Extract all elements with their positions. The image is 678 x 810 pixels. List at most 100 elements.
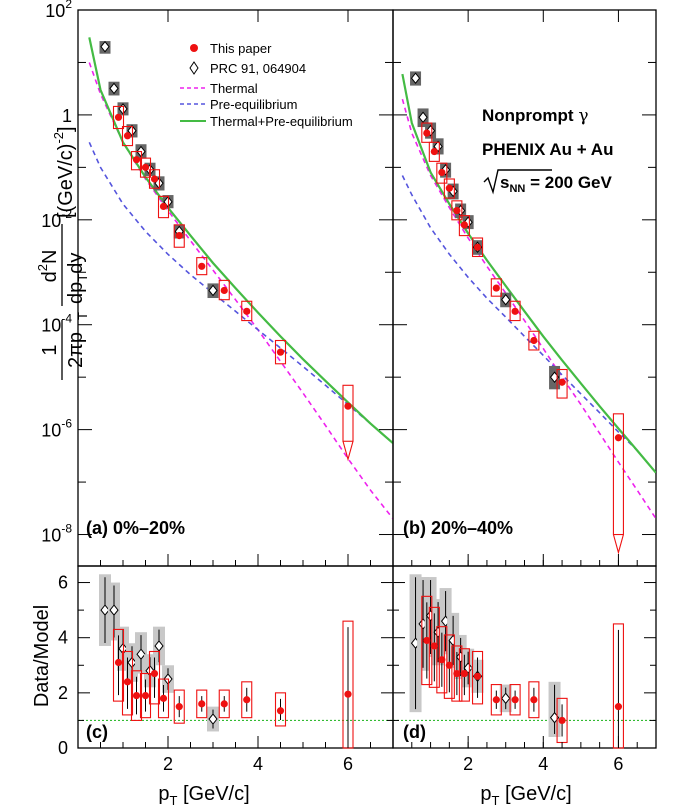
ratio-prc-point-8 — [208, 713, 218, 725]
ratio-tp-point-1 — [123, 678, 132, 686]
tp-box-4 — [148, 169, 161, 189]
ratio-tp-box-3 — [139, 672, 152, 719]
curve-sum — [88, 37, 393, 445]
tp-box-6 — [471, 237, 484, 258]
x-tick-label: 6 — [613, 754, 623, 774]
tp-point-1 — [430, 147, 438, 156]
tp-box-5 — [157, 195, 170, 219]
tp-point-4 — [150, 175, 159, 183]
ratio-prc-point-4 — [136, 648, 146, 661]
ratio-tp-box-5 — [157, 678, 170, 719]
tp-box-6 — [173, 224, 185, 248]
ratio-tp-box-2 — [130, 670, 143, 721]
ratio-tp-point-5 — [159, 694, 168, 702]
legend-marker-this-paper — [190, 44, 198, 52]
ratio-tp-point-7 — [492, 696, 500, 704]
ratio-tp-box-4 — [148, 650, 161, 705]
x-tick-label: 4 — [538, 754, 548, 774]
ratio-tp-box-0 — [421, 595, 433, 686]
ratio-tp-box-7 — [196, 689, 208, 719]
ratio-tp-point-5 — [460, 669, 468, 678]
tp-box-1 — [121, 125, 134, 147]
ratio-tick-label: 4 — [58, 628, 68, 648]
x-tick-label: 2 — [163, 754, 173, 774]
tp-point-7 — [198, 262, 206, 270]
tp-box-11 — [612, 413, 624, 536]
legend-prc: PRC 91, 064904 — [210, 61, 306, 76]
ratio-tp-point-4 — [150, 669, 159, 678]
tp-point-0 — [114, 113, 123, 121]
ratio-tp-box-1 — [428, 606, 440, 688]
legend-marker-prc — [189, 61, 199, 75]
tp-point-9 — [243, 307, 251, 315]
ratio-tp-point-8 — [511, 696, 519, 704]
panel-label-a: (a) 0%–20% — [86, 518, 185, 538]
xlabel-left: pT [GeV/c] — [158, 783, 249, 808]
tp-box-0 — [421, 122, 433, 143]
ratio-tp-point-11 — [344, 690, 352, 698]
prc-point-9 — [501, 293, 511, 306]
ylabel-d2n: d2N — [35, 250, 61, 283]
legend-sum: Thermal+Pre-equilibrium — [210, 114, 353, 129]
prc-point-4 — [440, 163, 451, 176]
tp-point-11 — [614, 434, 623, 442]
tp-point-7 — [492, 284, 500, 292]
ratio-tp-box-8 — [509, 684, 521, 716]
ratio-tp-box-1 — [121, 650, 134, 716]
ratio-tp-point-3 — [141, 692, 150, 700]
ratio-tp-point-7 — [198, 700, 206, 708]
panel-label-b: (b) 20%–40% — [403, 518, 513, 538]
tp-point-1 — [123, 132, 132, 140]
annotation-line2: PHENIX Au + Au — [482, 140, 613, 159]
ratio-tp-point-2 — [438, 656, 446, 664]
curve-preeq — [88, 141, 393, 444]
tp-point-3 — [445, 184, 453, 192]
y-tick-label: 10-6 — [41, 417, 72, 441]
tp-point-3 — [141, 163, 150, 171]
tp-box-9 — [528, 330, 540, 351]
tp-point-6 — [175, 232, 183, 240]
sqrt-symbol — [483, 169, 552, 195]
ratio-tp-box-8 — [218, 689, 230, 719]
curve-thermal — [401, 98, 656, 520]
curve-preeq — [401, 175, 656, 474]
tp-box-9 — [241, 300, 253, 322]
ratio-tp-point-0 — [114, 658, 123, 667]
tp-box-2 — [130, 151, 143, 171]
ratio-tick-label: 0 — [58, 738, 68, 758]
tp-point-10 — [276, 348, 285, 356]
ratio-tp-point-8 — [220, 700, 228, 708]
y-tick-label: 1 — [62, 106, 72, 126]
ratio-tp-box-5 — [458, 648, 470, 702]
ratio-tp-point-2 — [132, 692, 141, 700]
tp-box-7 — [490, 278, 502, 297]
panel-label-c: (c) — [86, 722, 108, 742]
ratio-tick-label: 6 — [58, 573, 68, 593]
legend-preeq: Pre-equilibrium — [210, 97, 297, 112]
ylabel-units: [(GeV/c)-2] — [51, 126, 77, 218]
tp-point-9 — [530, 336, 538, 345]
legend: This paper PRC 91, 064904 Thermal Pre-eq… — [180, 41, 353, 129]
ratio-tp-box-0 — [112, 628, 125, 702]
tp-arrow-11 — [612, 534, 624, 555]
tp-point-5 — [159, 202, 168, 211]
annotation: Nonprompt γ PHENIX Au + Au sNN = 200 GeV — [482, 106, 613, 195]
ratio-tp-point-10 — [276, 707, 285, 715]
tp-point-8 — [220, 286, 228, 295]
panel-label-d: (d) — [403, 722, 426, 742]
tp-box-3 — [139, 157, 152, 178]
spectrum-frame — [392, 9, 657, 567]
panel-1 — [392, 9, 657, 749]
y-tick-label: 10-2 — [41, 207, 72, 231]
tp-arrow-11 — [342, 441, 354, 462]
ratio-prc-point-1 — [109, 604, 119, 616]
tp-point-4 — [453, 206, 461, 215]
ratio-tp-box-3 — [443, 634, 455, 699]
ratio-tick-label: 2 — [58, 683, 68, 703]
curves — [88, 37, 393, 520]
ratio-tp-point-9 — [243, 696, 251, 704]
tp-box-10 — [274, 339, 287, 365]
y-tick-label: 10-8 — [41, 522, 72, 546]
tp-point-8 — [511, 307, 519, 315]
